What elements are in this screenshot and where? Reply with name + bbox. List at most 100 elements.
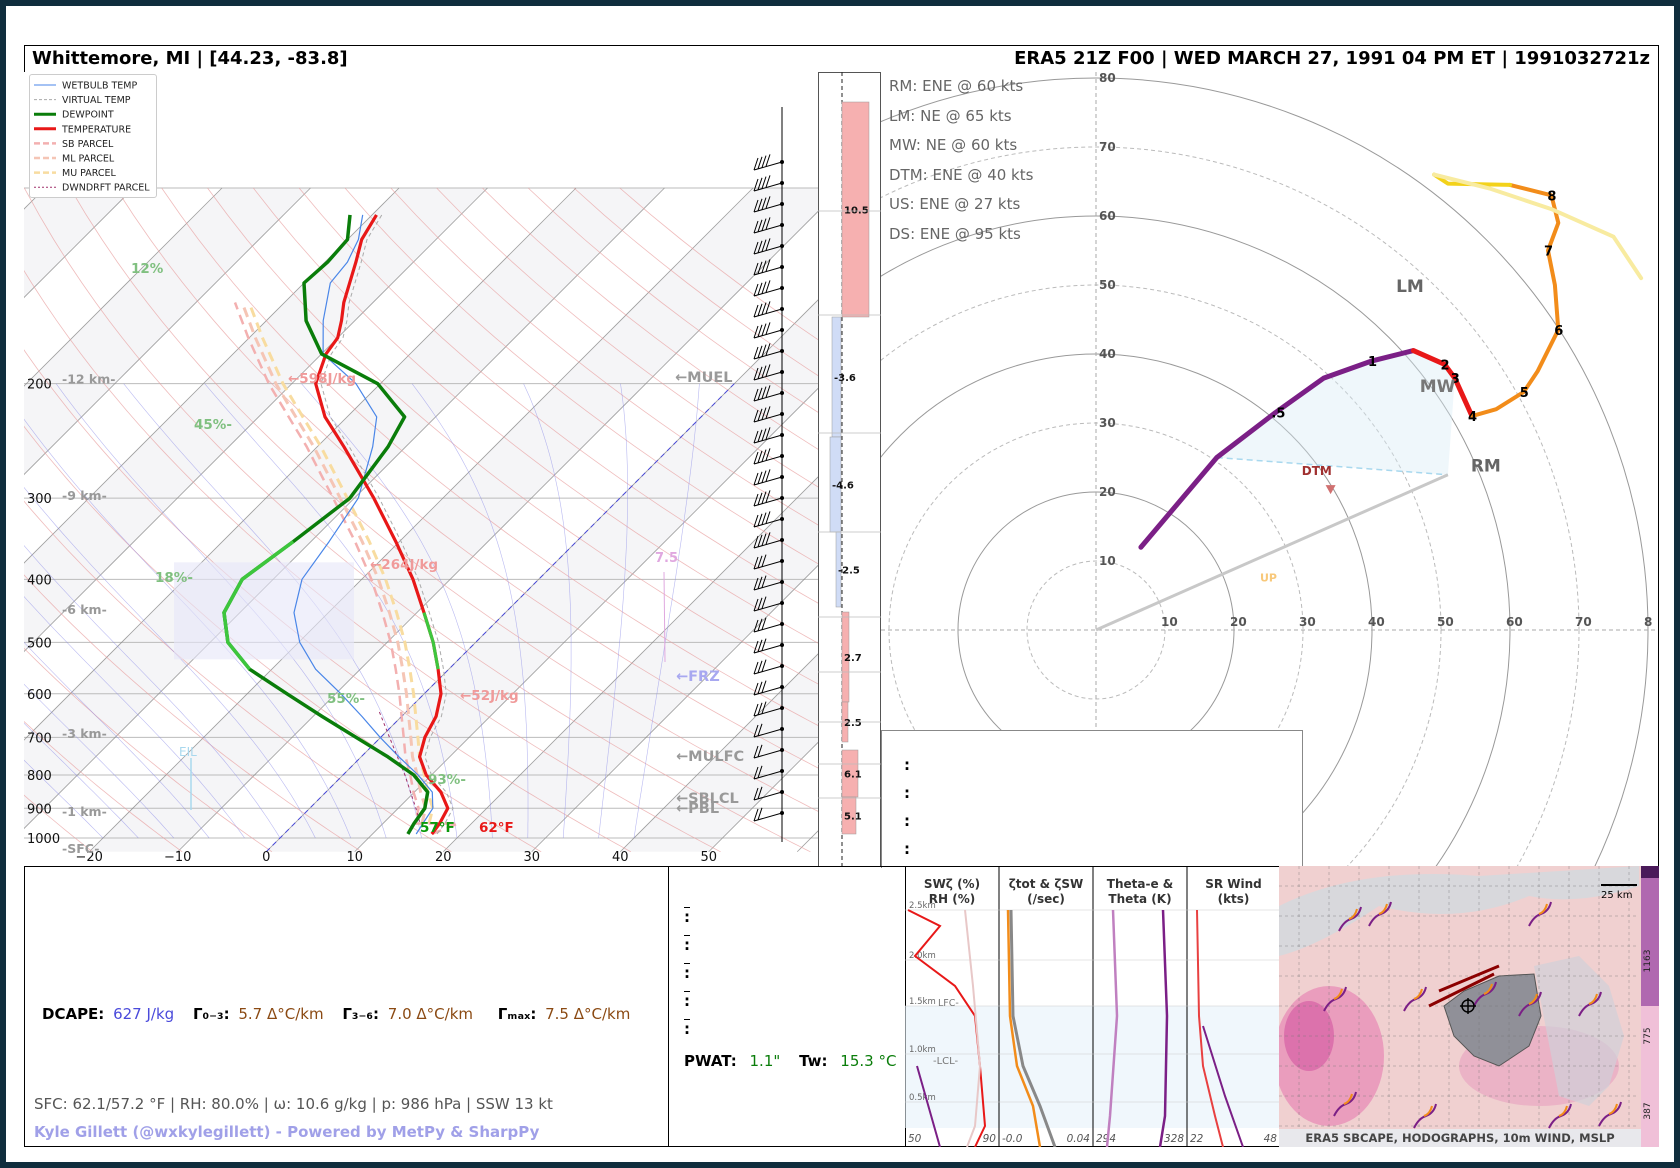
profile-title: Theta-e &: [1107, 877, 1173, 891]
hodo-height-marker: 6: [1554, 324, 1563, 339]
wind-barb-feather: [761, 659, 767, 672]
hodo-height-marker: 7: [1544, 245, 1553, 260]
wind-barb-shaft: [753, 497, 783, 507]
wind-barb-feather: [765, 490, 771, 503]
temperature-tick-label: −10: [164, 850, 191, 865]
dry-adiabat: [207, 187, 819, 685]
wind-barb: [753, 701, 784, 717]
moist-adiabat: [523, 383, 572, 839]
moisture-row-label: :: [684, 1020, 690, 1038]
hodo-ring-label: 40: [1099, 347, 1116, 361]
wind-barb: [753, 744, 784, 759]
profile-zeta-tot: [1006, 909, 1042, 1147]
wind-barb-feather: [761, 176, 767, 189]
lapse-label: 7.5: [655, 551, 678, 566]
map-colorbar-tick: 1163: [1643, 950, 1653, 973]
profile-title: Theta (K): [1108, 892, 1171, 906]
wind-barb-feather: [757, 534, 763, 547]
wind-barb-shaft: [753, 728, 783, 738]
wind-barb-feather: [765, 427, 771, 440]
isotherm-line: [24, 187, 223, 387]
lapse-bar-value: 2.7: [844, 653, 862, 664]
wetbulb-line: [293, 214, 434, 835]
moist-adiabat: [24, 418, 352, 839]
dry-adiabat: [24, 574, 362, 853]
hodo-trace: [1432, 172, 1644, 281]
wind-barb-feather: [761, 365, 767, 378]
wind-barb-feather: [753, 619, 759, 633]
wind-barb-feather: [765, 343, 771, 356]
temperature-line: [314, 214, 450, 835]
profile-sr-wind-low: [1202, 1025, 1244, 1147]
hodo-height-marker: 4: [1468, 410, 1477, 425]
map-saginaw-bay: [1443, 973, 1542, 1067]
dry-adiabat: [436, 187, 819, 488]
wind-barb-feather: [753, 640, 759, 654]
wind-barb-feather: [753, 808, 759, 822]
map-colorbar-tick: 387: [1643, 1102, 1653, 1119]
hodo-height-marker: 1: [1368, 355, 1377, 370]
hodo-x-label: 60: [1506, 615, 1523, 629]
height-label: -SFC-: [62, 841, 99, 856]
hodo-ring-label: 30: [1099, 416, 1116, 430]
gamma36-value: 7.0 Δ°C/km: [387, 1005, 473, 1023]
map-storm-vector: [1428, 972, 1495, 1008]
wind-barb-shaft: [753, 707, 783, 717]
gamma36-label: Γ₃₋₆:: [342, 1005, 379, 1023]
pressure-tick-label: 500: [27, 636, 52, 651]
lapse-rate-panel: 10.5-3.6-4.6-2.52.72.56.15.1: [818, 72, 881, 867]
moisture-row-label: :: [684, 936, 690, 954]
wind-barb: [753, 765, 784, 780]
wind-barb-feather: [765, 196, 771, 209]
wind-barb-feather: [753, 220, 759, 234]
moist-adiabat: [24, 641, 210, 839]
wind-barb-feather: [753, 367, 759, 381]
temperature-tick-label: 40: [612, 850, 629, 865]
wind-barb-feather: [753, 493, 759, 507]
wind-barb-shaft: [753, 245, 783, 255]
dewpoint-moist-segment: [222, 540, 295, 671]
profile-theta-e: [1105, 909, 1119, 1147]
motion-ds: DS: ENE @ 95 kts: [889, 224, 1021, 243]
isotherm-line: [88, 187, 754, 853]
wind-barb-shaft: [753, 644, 783, 654]
map-mini-hodo-upper: [1423, 1105, 1433, 1117]
legend-label: TEMPERATURE: [61, 124, 131, 135]
kinematics-row-label: :: [904, 812, 910, 830]
pressure-tick-label: 200: [27, 378, 52, 393]
dry-adiabat: [24, 647, 273, 853]
moist-adiabat: [411, 383, 529, 838]
dry-adiabat: [24, 794, 93, 853]
wind-barb-feather: [753, 724, 759, 738]
hodo-x-label: 30: [1299, 615, 1316, 629]
pressure-tick-label: 1000: [27, 832, 60, 847]
wind-barb-feather: [765, 175, 771, 188]
dry-adiabat: [344, 187, 819, 565]
wind-barb-feather: [761, 407, 767, 420]
wind-barb-feather: [765, 511, 771, 524]
hodo-marker-label: LM: [1396, 277, 1424, 297]
hodo-height-marker: 8: [1547, 189, 1556, 204]
wind-barb-shaft: [753, 413, 783, 423]
wind-barb-feather: [757, 807, 763, 820]
tw-label: Tw:: [799, 1052, 828, 1070]
lapse-bar: [841, 101, 870, 318]
lapse-bar-value: -2.5: [838, 566, 860, 577]
tw-value: 15.3 °C: [840, 1052, 897, 1070]
wind-barb-feather: [757, 597, 763, 610]
map-lake-superior: [1279, 866, 1639, 956]
profile-title: RH (%): [929, 892, 975, 906]
wind-barb-feather: [753, 556, 759, 570]
profile-sr-wind: [1196, 909, 1224, 1147]
wind-barb: [753, 807, 784, 822]
map-mini-hodo-upper: [1333, 988, 1343, 1000]
dry-adiabat: [24, 425, 542, 853]
wind-barb-feather: [761, 512, 767, 525]
legend-label: WETBULB TEMP: [62, 81, 138, 92]
surface-summary: SFC: 62.1/57.2 °F | RH: 80.0% | ω: 10.6 …: [34, 1095, 553, 1113]
profile-lfc-label: LFC-: [938, 998, 959, 1009]
motion-lm: LM: NE @ 65 kts: [889, 106, 1012, 125]
rh-label: 55%-: [327, 691, 365, 707]
wind-barb: [753, 469, 784, 486]
wind-barb-shaft: [753, 518, 783, 528]
